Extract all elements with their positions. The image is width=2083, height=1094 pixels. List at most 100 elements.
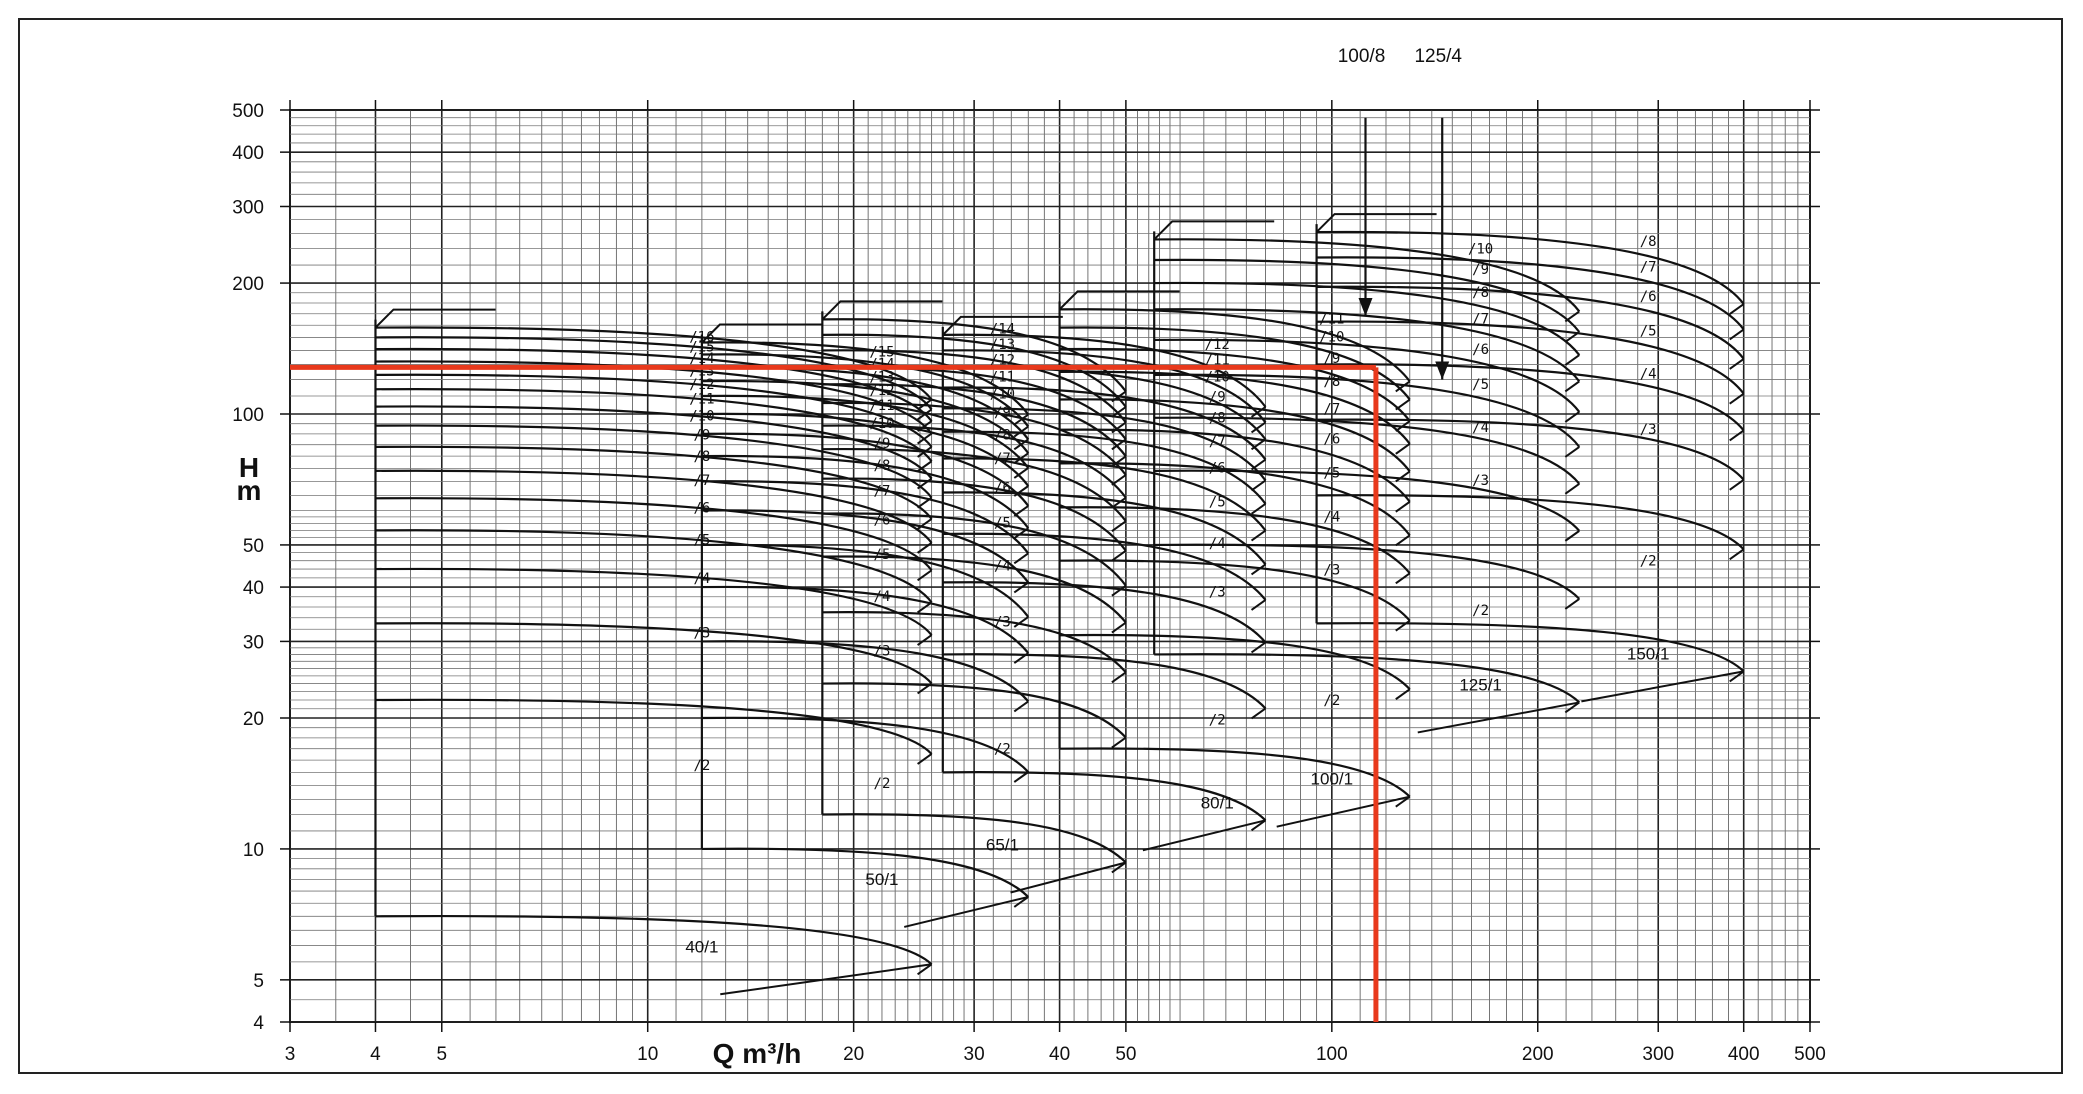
stage-label: /12 (869, 383, 894, 399)
pump-curve (942, 386, 1267, 461)
x-tick-label: 50 (1115, 1044, 1136, 1065)
stage-label: /9 (693, 428, 710, 444)
pump-curve (375, 567, 933, 636)
stage-label: /4 (1209, 536, 1226, 552)
curve-end-mark (1013, 467, 1029, 479)
pump-curve (701, 432, 1030, 507)
stage-label: /8 (1640, 234, 1657, 250)
stage-label: /10 (990, 386, 1015, 402)
curve-end-mark (917, 963, 933, 976)
curve-end-mark (1564, 310, 1580, 323)
family-label: 150/1 (1627, 644, 1670, 663)
pump-curve (942, 532, 1267, 601)
x-axis-label: Q m³/h (713, 1038, 802, 1069)
stage-label: /8 (874, 458, 891, 474)
stage-label: /5 (1472, 377, 1489, 393)
pump-curve (822, 447, 1127, 522)
stage-label: /11 (689, 391, 714, 407)
curve-end-mark (1729, 303, 1745, 315)
stage-label: /7 (693, 473, 710, 489)
stage-label: /6 (874, 512, 891, 528)
curve-end-mark (1250, 421, 1267, 434)
pump-curve (942, 581, 1267, 644)
stage-label: /4 (693, 571, 710, 587)
stage-label: /10 (1468, 241, 1493, 257)
stage-label: /2 (1640, 553, 1657, 569)
pump-curves (374, 213, 1745, 996)
stage-label: /9 (1472, 262, 1489, 278)
stage-label: /3 (1209, 584, 1226, 600)
selection-lines (290, 364, 1379, 1022)
stage-label: /4 (874, 589, 891, 605)
stage-label: /2 (693, 758, 710, 774)
stage-label: /10 (1319, 330, 1344, 346)
stage-label: /9 (1323, 351, 1340, 367)
stage-label: /15 (689, 339, 714, 355)
pump-curve (822, 512, 1127, 587)
family-top (374, 308, 496, 329)
x-tick-label: 500 (1794, 1044, 1826, 1065)
pump-curve (1059, 506, 1411, 575)
family-envelope (1142, 819, 1266, 852)
stage-label: /2 (1209, 712, 1226, 728)
curve-end-mark (1013, 505, 1029, 517)
stage-label: /3 (1472, 473, 1489, 489)
stage-label: /11 (990, 369, 1015, 385)
y-tick-label: 30 (243, 632, 264, 653)
curve-end-mark (1250, 599, 1267, 611)
curve-end-mark (917, 460, 933, 473)
curve-end-mark (1395, 795, 1411, 808)
curve-end-mark (1111, 621, 1127, 634)
arrow-label: 125/4 (1414, 46, 1462, 67)
stage-label: /6 (693, 500, 710, 516)
pump-curve (1316, 418, 1745, 481)
pump-curve (701, 394, 1030, 469)
stage-label: /3 (1640, 422, 1657, 438)
curve-end-mark (1013, 616, 1029, 628)
curve-end-mark (1729, 358, 1745, 370)
stage-label: /14 (689, 351, 714, 367)
pump-curve (375, 424, 933, 499)
model-arrows: 100/8 125/4 (1338, 46, 1462, 380)
x-tick-label: 30 (964, 1044, 985, 1065)
stage-label: /6 (1323, 432, 1340, 448)
stage-label: /8 (994, 428, 1011, 444)
pump-curve (1059, 398, 1411, 473)
figure-frame (18, 18, 2063, 1074)
curve-end-mark (1395, 534, 1411, 547)
stage-label: /5 (1640, 324, 1657, 340)
pump-curve (701, 847, 1030, 898)
pump-curve (1316, 622, 1745, 673)
stage-label: /7 (1209, 434, 1226, 450)
curve-end-mark (1564, 530, 1580, 542)
pump-curve (1316, 256, 1745, 331)
curve-end-mark (1564, 354, 1580, 366)
stage-label: /11 (1319, 311, 1344, 327)
curve-end-mark (1564, 598, 1580, 610)
stage-label: /13 (990, 337, 1015, 353)
family-label: 65/1 (986, 835, 1019, 854)
stage-label: /7 (994, 451, 1011, 467)
curve-end-mark (1111, 736, 1127, 749)
curve-end-mark (1250, 563, 1267, 576)
family-top (942, 315, 1063, 336)
family-label: 100/1 (1311, 770, 1354, 789)
stage-label: /5 (1209, 494, 1226, 510)
y-tick-label: 4 (253, 1013, 264, 1034)
y-tick-label: 5 (253, 971, 264, 992)
pump-curve (701, 585, 1030, 654)
curve-end-mark (917, 569, 933, 582)
curve-end-mark (1395, 380, 1411, 393)
pump-curve (1316, 494, 1745, 551)
family-envelope (1581, 670, 1744, 703)
x-tick-label: 10 (637, 1044, 658, 1065)
y-tick-label: 100 (232, 405, 264, 426)
pump-curve (1059, 370, 1411, 445)
stage-label: /2 (1323, 693, 1340, 709)
curve-end-mark (1111, 584, 1127, 597)
curve-end-mark (1013, 552, 1029, 565)
pump-curve (1154, 308, 1581, 383)
curve-end-mark (1111, 671, 1127, 684)
y-axis-label-h: H (239, 452, 259, 483)
